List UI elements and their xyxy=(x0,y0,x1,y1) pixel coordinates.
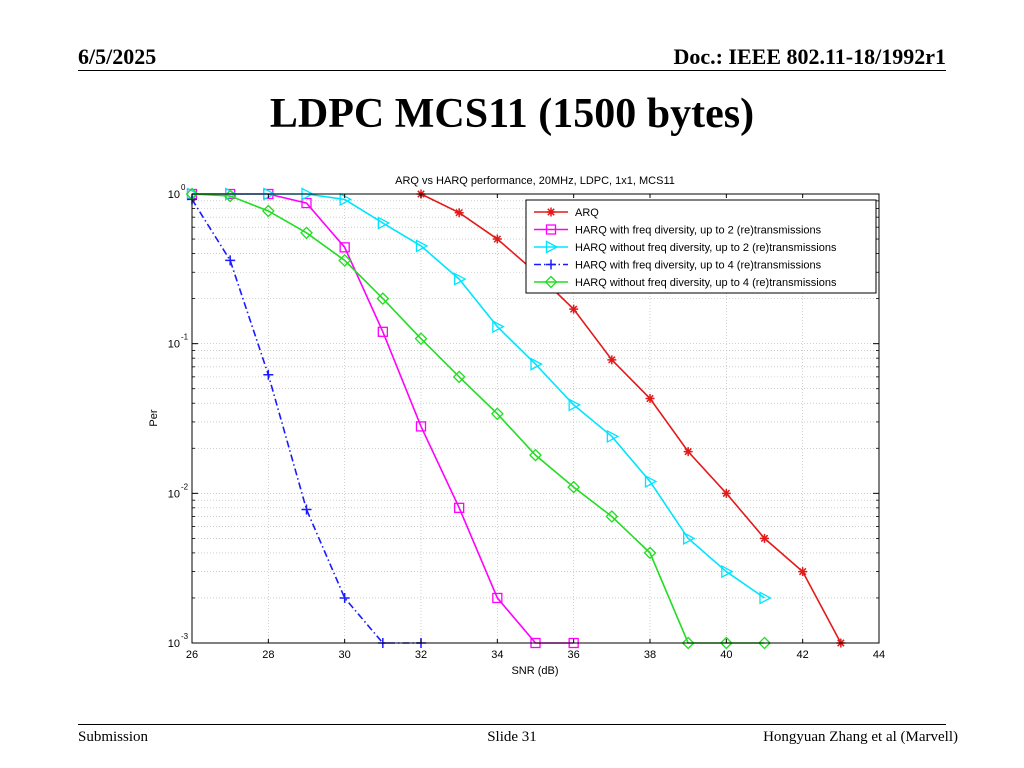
x-tick-label: 38 xyxy=(644,649,656,661)
x-tick-label: 34 xyxy=(491,649,503,661)
data-point xyxy=(529,448,542,462)
series-5 xyxy=(185,187,771,650)
data-point xyxy=(492,592,503,604)
series-4 xyxy=(187,194,426,648)
data-point xyxy=(683,447,693,457)
footer-slide-number: Slide 31 xyxy=(487,729,537,745)
data-point xyxy=(454,502,465,513)
legend-label: ARQ xyxy=(575,207,599,219)
data-point xyxy=(721,488,731,498)
legend-label: HARQ without freq diversity, up to 4 (re… xyxy=(575,277,837,289)
data-point xyxy=(607,355,617,365)
data-point xyxy=(263,369,274,380)
header-doc-id: Doc.: IEEE 802.11-18/1992r1 xyxy=(673,44,946,69)
data-point xyxy=(643,546,657,560)
data-point xyxy=(492,320,505,334)
data-point xyxy=(376,292,390,306)
series-line xyxy=(420,193,842,644)
footer-submission: Submission xyxy=(78,729,149,745)
data-point xyxy=(339,242,350,253)
legend-swatch-marker xyxy=(546,259,556,270)
data-point xyxy=(567,480,581,494)
data-point xyxy=(454,208,464,218)
x-tick-label: 28 xyxy=(262,649,274,661)
series-line xyxy=(191,198,421,644)
legend-box xyxy=(525,199,877,294)
legend-swatch-marker xyxy=(545,240,559,254)
legend-swatch-marker xyxy=(545,224,557,235)
y-tick-label-exponent: -3 xyxy=(181,632,189,641)
series-line xyxy=(192,193,574,644)
data-point xyxy=(377,326,388,337)
data-point xyxy=(339,192,353,206)
data-point xyxy=(414,332,428,346)
data-point xyxy=(261,204,275,218)
legend-label: HARQ with freq diversity, up to 2 (re)tr… xyxy=(575,225,822,237)
header-date: 6/5/2025 xyxy=(78,44,157,69)
data-point xyxy=(606,429,620,444)
y-tick-label-exponent: 0 xyxy=(181,183,186,192)
legend-label: HARQ without freq diversity, up to 2 (re… xyxy=(575,242,837,254)
data-point xyxy=(758,636,771,650)
chart-title: ARQ vs HARQ performance, 20MHz, LDPC, 1x… xyxy=(395,175,675,187)
x-axis-label: SNR (dB) xyxy=(511,665,558,677)
y-tick-label: 10 xyxy=(168,638,180,650)
data-point xyxy=(644,474,658,489)
series-line xyxy=(191,193,765,644)
data-point xyxy=(452,370,466,384)
data-point xyxy=(415,239,429,253)
legend-label: HARQ with freq diversity, up to 4 (re)tr… xyxy=(575,260,822,272)
data-point xyxy=(338,253,352,267)
data-point xyxy=(490,407,504,421)
x-tick-label: 26 xyxy=(186,649,198,661)
y-tick-label: 10 xyxy=(168,189,180,201)
data-point xyxy=(721,565,734,579)
x-tick-label: 44 xyxy=(873,649,885,661)
y-tick-label-exponent: -1 xyxy=(181,333,189,342)
data-point xyxy=(798,567,808,577)
plot-frame xyxy=(191,193,880,644)
data-point xyxy=(300,226,313,240)
footer-rule xyxy=(78,724,946,725)
x-tick-label: 30 xyxy=(339,649,351,661)
legend: ARQ HARQ with freq diversity, up to 2 (re… xyxy=(525,199,877,294)
data-point xyxy=(683,531,696,545)
x-tick-label: 36 xyxy=(568,649,580,661)
data-point xyxy=(492,234,502,244)
data-point xyxy=(681,636,695,650)
data-point xyxy=(530,357,543,371)
x-tick-label: 42 xyxy=(797,649,809,661)
x-tick-label: 32 xyxy=(415,649,427,661)
data-point xyxy=(569,304,579,314)
slide-title: LDPC MCS11 (1500 bytes) xyxy=(269,91,755,137)
footer-author: Hongyuan Zhang et al (Marvell) xyxy=(763,729,958,745)
data-point xyxy=(377,216,391,230)
data-point xyxy=(301,504,312,515)
data-point xyxy=(719,636,733,650)
data-point xyxy=(415,421,427,432)
data-point xyxy=(605,510,619,523)
data-point xyxy=(760,533,769,543)
y-tick-label: 10 xyxy=(168,488,180,500)
data-point xyxy=(645,394,655,404)
legend-swatch-marker xyxy=(544,275,558,289)
header-rule xyxy=(78,70,946,71)
data-point xyxy=(339,592,350,603)
x-tick-label: 40 xyxy=(720,649,732,661)
legend-swatch-marker xyxy=(546,207,556,217)
y-tick-label-exponent: -2 xyxy=(181,482,189,491)
data-point xyxy=(568,398,582,412)
data-point xyxy=(759,591,772,605)
data-point xyxy=(225,255,236,266)
series-1 xyxy=(416,189,846,648)
plot-series xyxy=(185,187,846,650)
data-point xyxy=(301,197,312,209)
y-tick-label: 10 xyxy=(168,339,180,351)
y-axis-label: Per xyxy=(148,409,160,426)
data-point xyxy=(454,272,467,286)
